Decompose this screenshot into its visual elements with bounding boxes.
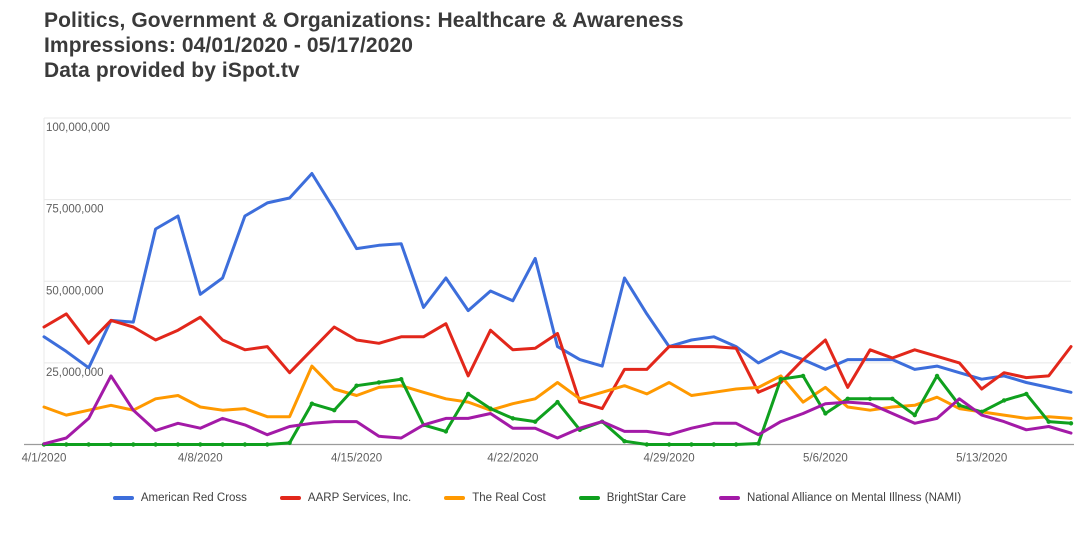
series-line-the-real-cost: [42, 364, 1073, 420]
series-point-dot: [287, 440, 292, 446]
legend-label: National Alliance on Mental Illness (NAM…: [747, 492, 962, 504]
series-point-dot: [376, 380, 382, 385]
series-point-dot: [443, 429, 449, 434]
series-point-dot: [108, 442, 114, 447]
series-point-dot: [622, 439, 627, 444]
legend-swatch: [578, 496, 600, 500]
series-point-dot: [399, 377, 404, 382]
chart-source: Data provided by iSpot.tv: [44, 59, 300, 82]
series-line-american-red-cross: [42, 172, 1073, 394]
series-point-dot: [733, 442, 739, 447]
series-point-dot: [532, 419, 538, 424]
legend-swatch: [719, 496, 741, 500]
x-tick-label: 4/22/2020: [487, 453, 538, 465]
x-tick-label: 5/13/2020: [956, 453, 1007, 465]
legend-label: American Red Cross: [140, 492, 247, 504]
series-point-dot: [778, 377, 783, 382]
series-point-dot: [845, 396, 850, 401]
chart-subtitle: Impressions: 04/01/2020 - 05/17/2020: [44, 34, 414, 57]
series-line-national-alliance-on-mental-illness-nami: [42, 374, 1073, 446]
y-tick-label: 25,000,000: [46, 367, 104, 379]
series-point-dot: [823, 411, 828, 416]
series-point-dot: [332, 408, 337, 413]
series-point-dot: [510, 416, 516, 421]
series-point-dot: [242, 442, 248, 447]
y-tick-label: 100,000,000: [46, 122, 110, 134]
series-point-dot: [666, 442, 672, 447]
legend-item-brightstar-care: BrightStar Care: [578, 492, 687, 504]
x-tick-label: 4/1/2020: [22, 453, 67, 465]
legend-swatch: [279, 496, 301, 500]
series-point-dot: [175, 442, 181, 447]
series-point-dot: [1046, 419, 1051, 424]
series-point-dot: [309, 401, 315, 406]
series-point-dot: [890, 396, 895, 401]
series-point-dot: [1024, 391, 1029, 397]
series-point-dot: [488, 406, 493, 411]
series-point-dot: [555, 399, 560, 405]
legend-label: BrightStar Care: [606, 492, 687, 504]
series-point-dot: [912, 412, 917, 418]
series-point-dot: [265, 442, 270, 447]
x-tick-label: 4/29/2020: [644, 453, 695, 465]
legend-label: The Real Cost: [472, 492, 546, 504]
y-tick-label: 75,000,000: [46, 204, 104, 216]
x-tick-label: 4/8/2020: [178, 453, 223, 465]
series-point-dot: [354, 383, 359, 388]
chart-legend: American Red Cross AARP Services, Inc. The…: [0, 492, 1074, 504]
series-point-dot: [756, 441, 761, 446]
series-point-dot: [689, 442, 694, 447]
series-point-dot: [800, 373, 806, 379]
series-point-dot: [220, 442, 225, 447]
legend-item-the-real-cost: The Real Cost: [444, 492, 546, 504]
series-line-aarp-services-inc: [42, 312, 1073, 411]
series-point-dot: [465, 391, 471, 397]
legend-item-aarp-services-inc: AARP Services, Inc.: [279, 492, 412, 504]
series-point-dot: [1001, 398, 1007, 403]
series-point-dot: [1068, 421, 1074, 426]
chart-title: Politics, Government & Organizations: He…: [44, 9, 684, 32]
series-point-dot: [711, 442, 716, 447]
series-point-dot: [86, 442, 91, 447]
title-block: Politics, Government & Organizations: He…: [44, 8, 684, 83]
series-point-dot: [644, 442, 650, 447]
y-tick-label: 50,000,000: [46, 285, 104, 297]
series-point-dot: [198, 442, 203, 447]
series-point-dot: [64, 442, 69, 447]
series-point-dot: [153, 442, 158, 447]
series-point-dot: [131, 442, 136, 447]
series-point-dot: [957, 403, 962, 408]
series-line-brightstar-care: [42, 374, 1073, 446]
series-point-dot: [867, 396, 873, 401]
legend-item-american-red-cross: American Red Cross: [112, 492, 247, 504]
x-tick-label: 4/15/2020: [331, 453, 382, 465]
legend-item-national-alliance-on-mental-illness-nami: National Alliance on Mental Illness (NAM…: [719, 492, 961, 504]
series-point-dot: [934, 373, 940, 379]
legend-label: AARP Services, Inc.: [307, 492, 412, 504]
legend-swatch: [112, 496, 134, 500]
x-tick-label: 5/6/2020: [803, 453, 848, 465]
legend-swatch: [444, 496, 466, 500]
